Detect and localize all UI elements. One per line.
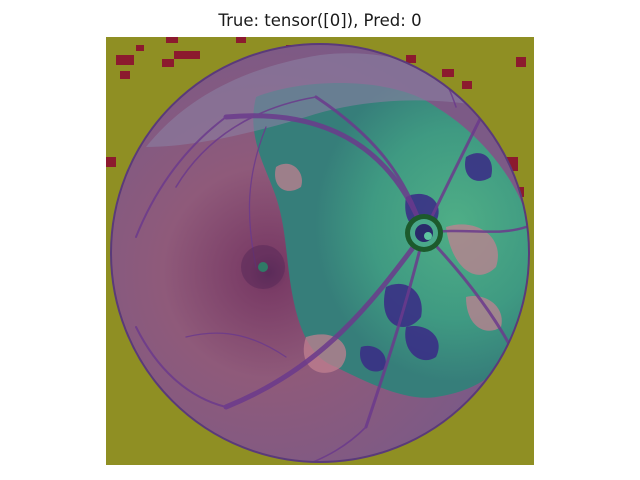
- figure-title: True: tensor([0]), Pred: 0: [218, 11, 422, 30]
- upper-haze: [146, 53, 486, 148]
- fovea: [258, 262, 268, 272]
- fundus-image-svg: [106, 37, 534, 465]
- retina-disc: [111, 44, 529, 462]
- green-region: [253, 83, 529, 398]
- optic-disc: [405, 214, 443, 252]
- pink-patches: [275, 163, 502, 373]
- fundus-image: [106, 37, 534, 465]
- disc-rim: [110, 43, 530, 463]
